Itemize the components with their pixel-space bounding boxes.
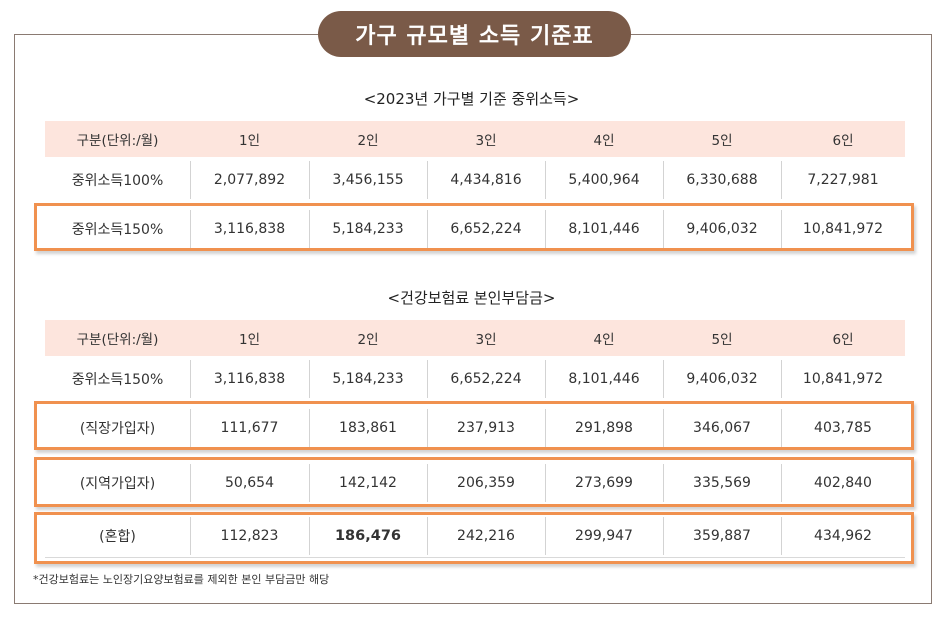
value-cell-emphasized: 186,476 [334,528,402,544]
header-cell: 4인 [593,133,615,149]
row-label: 중위소득150% [71,372,164,388]
value-cell: 10,841,972 [802,221,884,237]
value-cell: 273,699 [575,475,633,491]
table-row: 중위소득150% 3,116,838 5,184,233 6,652,224 8… [45,356,905,402]
highlight-box [34,401,914,450]
value-cell: 291,898 [575,420,633,436]
value-cell: 4,434,816 [450,172,522,188]
value-cell: 112,823 [220,528,279,544]
value-cell: 3,116,838 [213,371,286,387]
table-row: (지역가입자) 50,654 142,142 206,359 273,699 3… [45,460,905,506]
value-cell: 3,456,155 [332,172,404,188]
highlight-box [34,457,914,507]
header-cell: 5인 [711,133,733,149]
value-cell: 335,569 [693,475,751,491]
header-cell: 6인 [832,133,854,149]
value-cell: 402,840 [814,475,872,491]
value-cell: 6,652,224 [450,371,522,387]
highlight-box [34,203,914,251]
value-cell: 359,887 [693,528,751,544]
value-cell: 6,652,224 [450,221,522,237]
table-row: (직장가입자) 111,677 183,861 237,913 291,898 … [45,405,905,451]
value-cell: 434,962 [814,528,872,544]
value-cell: 142,142 [339,475,397,491]
header-cell: 6인 [832,332,854,348]
header-cell: 구분(단위:/월) [76,133,159,149]
row-label: 중위소득100% [71,173,164,189]
row-label: (직장가입자) [79,421,156,437]
value-cell: 10,841,972 [802,371,884,387]
header-cell: 3인 [475,133,497,149]
value-cell: 9,406,032 [686,221,758,237]
row-label: (혼합) [99,529,136,545]
table1-title: <2023년 가구별 기준 중위소득> [363,90,580,108]
value-cell: 9,406,032 [686,371,758,387]
value-cell: 2,077,892 [213,172,286,188]
value-cell: 111,677 [220,420,279,436]
value-cell: 242,216 [457,528,515,544]
value-cell: 403,785 [814,420,872,436]
header-cell: 1인 [238,332,260,348]
header-cell: 5인 [711,332,733,348]
table-row: 중위소득150% 3,116,838 5,184,233 6,652,224 8… [45,206,905,252]
value-cell: 346,067 [693,420,751,436]
value-cell: 299,947 [575,528,633,544]
table1-header: 구분(단위:/월) 1인 2인 3인 4인 5인 6인 [45,121,905,157]
value-cell: 8,101,446 [568,221,640,237]
value-cell: 183,861 [339,420,397,436]
table-row: 중위소득100% 2,077,892 3,456,155 4,434,816 5… [45,157,905,203]
page-title: 가구 규모별 소득 기준표 [318,11,631,57]
row-label: 중위소득150% [71,222,164,238]
value-cell: 3,116,838 [213,221,286,237]
table2-title: <건강보험료 본인부담금> [387,289,556,307]
value-cell: 50,654 [225,475,274,491]
header-cell: 2인 [357,133,379,149]
value-cell: 6,330,688 [686,172,758,188]
value-cell: 237,913 [457,420,515,436]
value-cell: 5,184,233 [332,221,404,237]
value-cell: 5,184,233 [332,371,404,387]
value-cell: 7,227,981 [807,172,879,188]
header-cell: 3인 [475,332,497,348]
value-cell: 5,400,964 [568,172,640,188]
row-label: (지역가입자) [79,476,156,492]
table2-header: 구분(단위:/월) 1인 2인 3인 4인 5인 6인 [45,320,905,356]
table-row: (혼합) 112,823 186,476 242,216 299,947 359… [45,513,905,559]
footnote: *건강보험료는 노인장기요양보험료를 제외한 본인 부담금만 해당 [33,573,330,586]
header-cell: 구분(단위:/월) [76,332,159,348]
header-cell: 1인 [238,133,260,149]
highlight-box [34,512,914,564]
value-cell: 8,101,446 [568,371,640,387]
header-cell: 2인 [357,332,379,348]
value-cell: 206,359 [457,475,515,491]
header-cell: 4인 [593,332,615,348]
